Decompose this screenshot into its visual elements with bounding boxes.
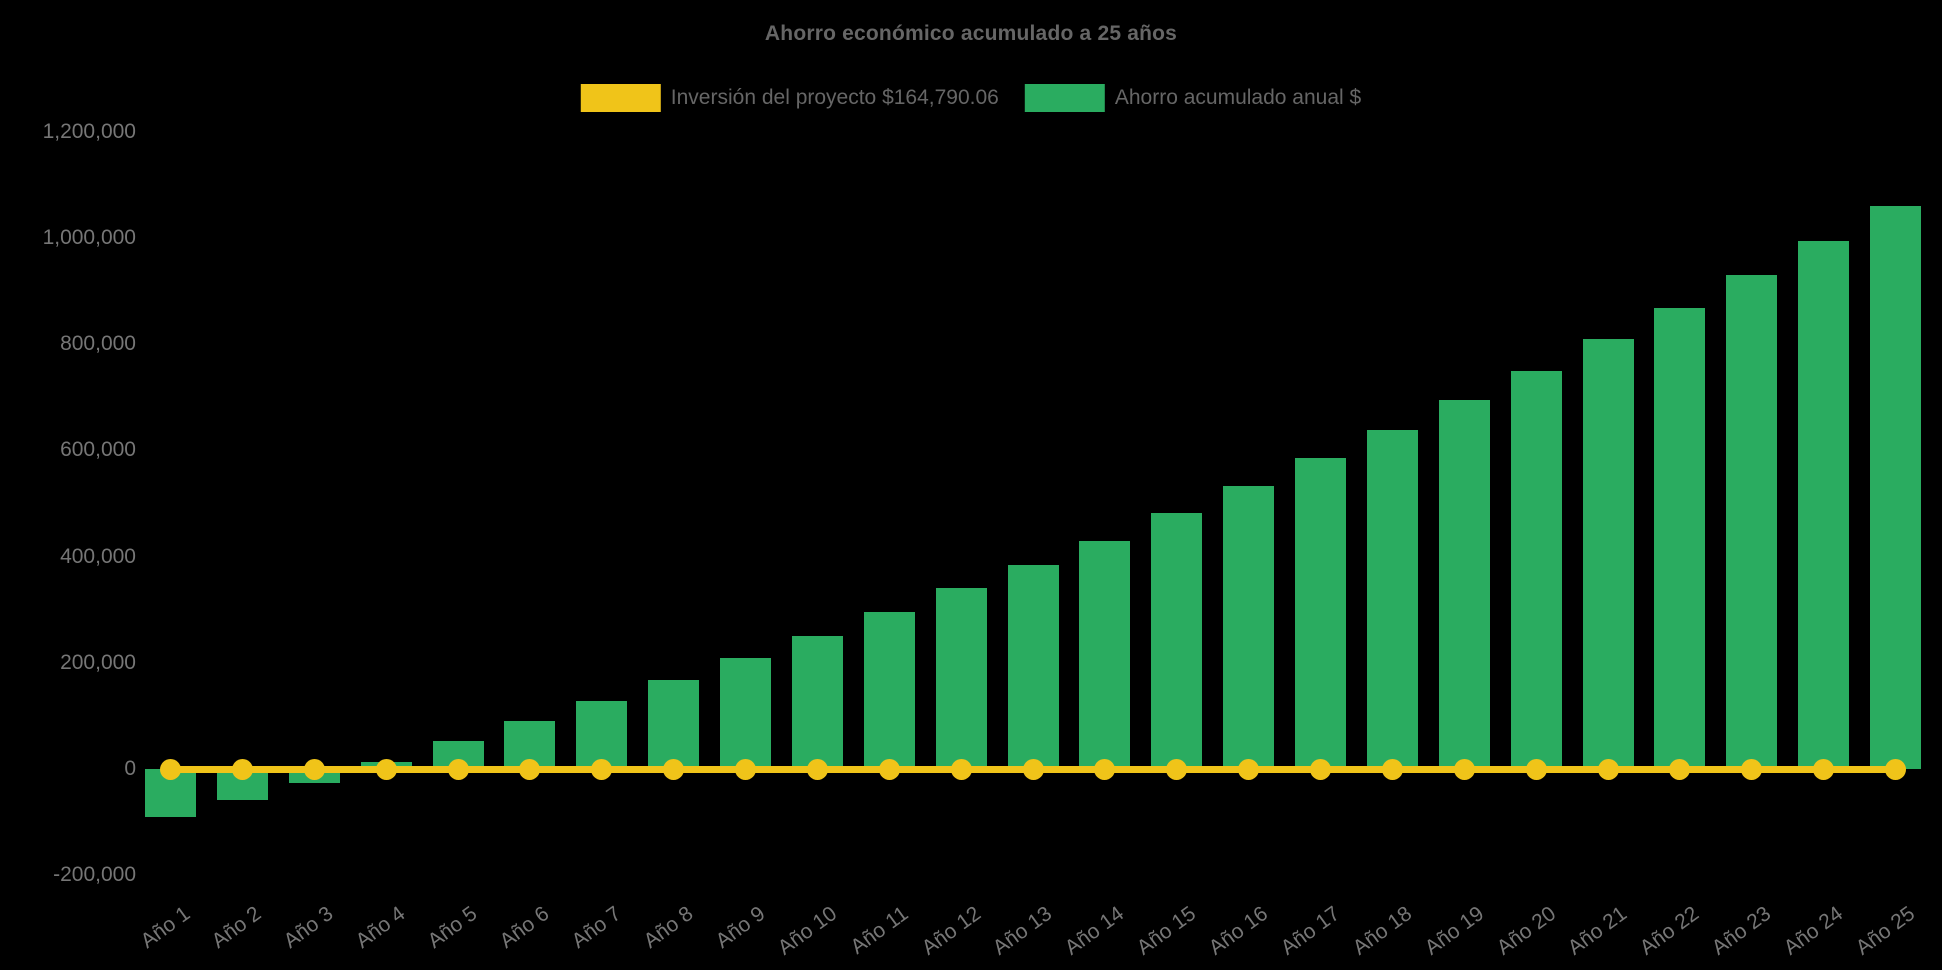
- x-axis-label-año-21: Año 21: [1564, 902, 1632, 960]
- bar-año-19[interactable]: [1438, 400, 1490, 769]
- x-axis-label-año-11: Año 11: [846, 902, 913, 959]
- legend-color-box-inversion: [580, 84, 661, 112]
- investment-point-año-21[interactable]: [1597, 758, 1619, 780]
- investment-point-año-1[interactable]: [160, 758, 181, 780]
- chart-title: Ahorro económico acumulado a 25 años: [764, 22, 1178, 45]
- bar-año-9[interactable]: [720, 658, 771, 769]
- bar-año-10[interactable]: [791, 635, 843, 769]
- x-axis-label-año-25: Año 25: [1851, 902, 1920, 960]
- y-axis-tick-label: 800,000: [60, 332, 136, 356]
- bar-año-7[interactable]: [576, 700, 628, 769]
- investment-point-año-23[interactable]: [1741, 758, 1763, 780]
- y-axis-tick-label: 0: [124, 757, 136, 780]
- x-axis-label-año-9: Año 9: [711, 902, 770, 953]
- y-axis-tick-label: -200,000: [53, 863, 136, 887]
- x-axis-label-año-4: Año 4: [351, 902, 410, 953]
- legend-label-inversion: Inversión del proyecto $164,790.06: [670, 86, 999, 109]
- x-axis-label-año-5: Año 5: [423, 902, 482, 953]
- x-axis-label-año-7: Año 7: [567, 902, 626, 953]
- x-axis-label-año-18: Año 18: [1348, 902, 1416, 960]
- legend-item-inversion[interactable]: Inversión del proyecto $164,790.06: [580, 84, 999, 112]
- y-axis-tick-label: 1,000,000: [42, 226, 136, 249]
- investment-point-año-10[interactable]: [806, 758, 828, 780]
- bar-año-11[interactable]: [863, 612, 915, 769]
- investment-point-año-14[interactable]: [1094, 758, 1116, 780]
- y-axis-tick-label: 400,000: [60, 544, 136, 568]
- investment-point-año-4[interactable]: [375, 758, 397, 780]
- investment-point-año-19[interactable]: [1453, 758, 1475, 780]
- investment-point-año-9[interactable]: [735, 758, 756, 780]
- bar-año-23[interactable]: [1726, 274, 1778, 769]
- investment-point-año-15[interactable]: [1166, 758, 1188, 780]
- investment-point-año-17[interactable]: [1310, 758, 1331, 780]
- x-axis-label-año-10: Año 10: [773, 902, 841, 960]
- investment-point-año-11[interactable]: [878, 758, 900, 780]
- x-axis-label-año-1: Año 1: [136, 902, 195, 953]
- investment-point-año-24[interactable]: [1813, 758, 1835, 780]
- investment-point-año-5[interactable]: [447, 758, 469, 780]
- x-axis-label-año-24: Año 24: [1779, 902, 1848, 960]
- legend-color-box-ahorro: [1024, 84, 1105, 112]
- investment-point-año-20[interactable]: [1525, 758, 1547, 780]
- legend-item-ahorro[interactable]: Ahorro acumulado anual $: [1024, 84, 1362, 112]
- x-axis-label-año-3: Año 3: [279, 902, 338, 953]
- legend: Inversión del proyecto $164,790.06 Ahorr…: [580, 84, 1362, 112]
- investment-point-año-22[interactable]: [1669, 758, 1691, 780]
- investment-point-año-3[interactable]: [303, 758, 325, 780]
- x-axis-label-año-8: Año 8: [639, 902, 698, 953]
- bar-año-20[interactable]: [1510, 370, 1562, 769]
- investment-point-año-7[interactable]: [591, 758, 613, 780]
- bar-año-8[interactable]: [648, 680, 700, 769]
- x-axis-label-año-6: Año 6: [495, 902, 554, 953]
- x-axis-label-año-17: Año 17: [1276, 902, 1345, 960]
- investment-point-año-12[interactable]: [950, 758, 972, 780]
- x-axis-label-año-19: Año 19: [1420, 902, 1488, 960]
- investment-point-año-8[interactable]: [663, 758, 685, 780]
- x-axis-label-año-14: Año 14: [1061, 902, 1129, 960]
- bar-año-13[interactable]: [1007, 565, 1059, 769]
- legend-label-ahorro: Ahorro acumulado anual $: [1114, 86, 1362, 109]
- y-axis-tick-label: 600,000: [60, 438, 136, 462]
- bar-año-24[interactable]: [1798, 240, 1850, 769]
- investment-point-año-2[interactable]: [231, 758, 253, 780]
- x-axis-label-año-22: Año 22: [1636, 902, 1704, 960]
- investment-point-año-6[interactable]: [519, 758, 541, 780]
- x-axis-label-año-2: Año 2: [207, 902, 266, 953]
- bar-año-21[interactable]: [1582, 339, 1634, 769]
- investment-point-año-13[interactable]: [1022, 758, 1044, 780]
- bar-año-12[interactable]: [935, 588, 987, 769]
- y-axis-tick-label: 200,000: [60, 650, 136, 674]
- x-axis-label-año-13: Año 13: [989, 902, 1057, 960]
- x-axis-label-año-12: Año 12: [917, 902, 985, 960]
- investment-point-año-16[interactable]: [1238, 758, 1260, 780]
- investment-point-año-18[interactable]: [1381, 758, 1403, 780]
- y-axis-tick-label: 1,200,000: [42, 119, 136, 143]
- bar-año-25[interactable]: [1870, 206, 1921, 769]
- x-axis-label-año-15: Año 15: [1132, 902, 1201, 960]
- x-axis-label-año-20: Año 20: [1492, 902, 1560, 960]
- bar-año-15[interactable]: [1151, 513, 1203, 769]
- bar-año-17[interactable]: [1295, 458, 1346, 769]
- bar-año-16[interactable]: [1223, 485, 1275, 769]
- bar-año-22[interactable]: [1654, 307, 1706, 769]
- investment-point-año-25[interactable]: [1885, 758, 1906, 780]
- x-axis-label-año-16: Año 16: [1204, 902, 1273, 960]
- bar-año-14[interactable]: [1079, 540, 1131, 769]
- bar-año-18[interactable]: [1366, 430, 1418, 769]
- x-axis-label-año-23: Año 23: [1707, 902, 1776, 960]
